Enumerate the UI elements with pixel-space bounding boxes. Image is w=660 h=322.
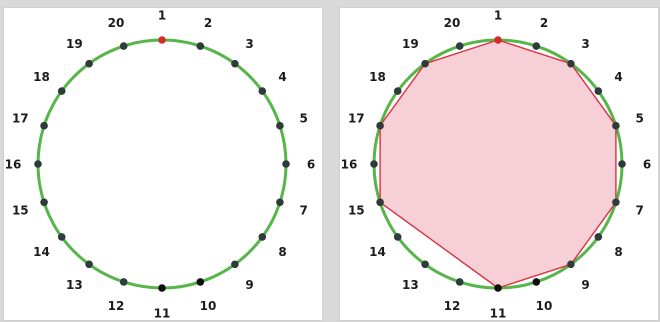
point-13 — [85, 260, 93, 269]
point-label-11: 11 — [154, 307, 171, 321]
point-9 — [567, 260, 575, 269]
point-label-2: 2 — [540, 16, 548, 30]
panel-circle-points: 1 2 3 4 5 6 7 8 9 10 11 12 13 14 15 16 17 18 19 20 — [4, 8, 322, 320]
point-3 — [567, 59, 575, 68]
point-6 — [618, 160, 626, 168]
point-1 — [494, 36, 502, 44]
point-16 — [370, 160, 378, 168]
point-label-13: 13 — [402, 278, 419, 292]
point-7 — [276, 198, 284, 207]
point-label-17: 17 — [12, 112, 29, 126]
point-18 — [57, 87, 66, 95]
point-label-6: 6 — [307, 158, 315, 172]
point-17 — [376, 121, 384, 130]
point-label-18: 18 — [369, 70, 386, 84]
point-label-20: 20 — [108, 16, 125, 30]
point-7 — [612, 198, 620, 207]
point-2 — [532, 42, 541, 50]
point-2 — [196, 42, 205, 50]
point-8 — [258, 233, 267, 241]
point-label-14: 14 — [33, 245, 50, 259]
point-15 — [40, 198, 48, 207]
point-label-14: 14 — [369, 245, 386, 259]
point-label-8: 8 — [278, 245, 286, 259]
point-label-11: 11 — [490, 307, 507, 321]
point-14 — [393, 233, 402, 241]
point-1 — [158, 36, 166, 44]
point-label-8: 8 — [614, 245, 622, 259]
point-20 — [119, 42, 128, 50]
point-18 — [393, 87, 402, 95]
point-3 — [231, 59, 239, 68]
point-19 — [85, 59, 93, 68]
point-6 — [282, 160, 290, 168]
point-label-3: 3 — [581, 37, 589, 51]
point-label-16: 16 — [341, 158, 358, 172]
point-19 — [421, 59, 429, 68]
point-label-4: 4 — [278, 70, 286, 84]
point-label-6: 6 — [643, 158, 651, 172]
point-17 — [40, 121, 48, 130]
point-label-4: 4 — [614, 70, 622, 84]
point-10 — [532, 278, 541, 286]
point-14 — [57, 233, 66, 241]
panel-circle-polygon: 1 2 3 4 5 6 7 8 9 10 11 12 13 14 15 16 17 18 19 20 — [340, 8, 658, 320]
point-label-15: 15 — [12, 204, 29, 218]
point-label-1: 1 — [158, 9, 166, 23]
point-label-7: 7 — [636, 204, 644, 218]
point-5 — [612, 121, 620, 130]
point-label-19: 19 — [66, 37, 83, 51]
point-12 — [455, 278, 464, 286]
point-5 — [276, 121, 284, 130]
point-label-16: 16 — [5, 158, 22, 172]
point-label-9: 9 — [245, 278, 253, 292]
point-4 — [594, 87, 603, 95]
point-label-18: 18 — [33, 70, 50, 84]
point-label-1: 1 — [494, 9, 502, 23]
point-label-7: 7 — [300, 204, 308, 218]
point-label-15: 15 — [348, 204, 365, 218]
point-label-5: 5 — [300, 112, 308, 126]
point-label-10: 10 — [200, 299, 217, 313]
inscribed-polygon — [379, 39, 617, 289]
point-11 — [494, 284, 502, 292]
point-label-19: 19 — [402, 37, 419, 51]
point-11 — [158, 284, 166, 292]
point-13 — [421, 260, 429, 269]
point-15 — [376, 198, 384, 207]
point-4 — [258, 87, 267, 95]
point-label-12: 12 — [444, 299, 461, 313]
point-label-12: 12 — [108, 299, 125, 313]
point-label-20: 20 — [444, 16, 461, 30]
point-16 — [34, 160, 42, 168]
point-label-2: 2 — [204, 16, 212, 30]
point-label-9: 9 — [581, 278, 589, 292]
point-9 — [231, 260, 239, 269]
point-10 — [196, 278, 205, 286]
point-20 — [455, 42, 464, 50]
point-label-13: 13 — [66, 278, 83, 292]
point-12 — [119, 278, 128, 286]
point-label-10: 10 — [536, 299, 553, 313]
circle-outline — [36, 38, 288, 290]
point-label-17: 17 — [348, 112, 365, 126]
point-8 — [594, 233, 603, 241]
point-label-5: 5 — [636, 112, 644, 126]
point-label-3: 3 — [245, 37, 253, 51]
